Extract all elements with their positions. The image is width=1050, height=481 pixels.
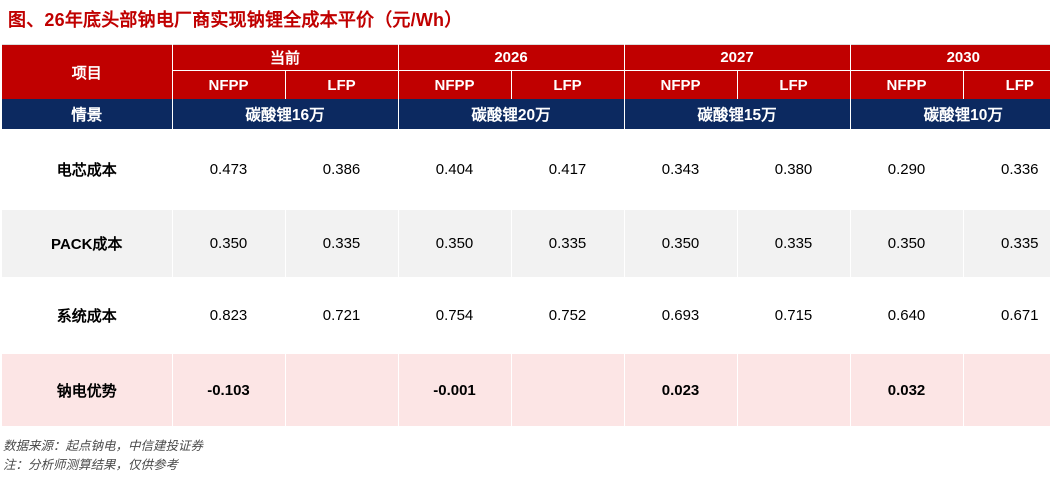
col-header-lfp-2030: LFP bbox=[962, 70, 1050, 99]
value-cell: 0.823 bbox=[171, 277, 285, 354]
col-header-lfp-current: LFP bbox=[284, 70, 399, 99]
col-header-nfpp-2026: NFPP bbox=[397, 70, 512, 99]
value-cell bbox=[284, 354, 399, 426]
scenario-2030: 碳酸锂10万 bbox=[849, 99, 1050, 129]
value-cell: 0.343 bbox=[623, 129, 738, 210]
value-cell: 0.335 bbox=[284, 210, 399, 277]
value-cell: 0.671 bbox=[962, 277, 1050, 354]
table-row-sodium-advantage: 钠电优势 -0.103 -0.001 0.023 0.032 bbox=[2, 354, 1050, 426]
table-row-pack-cost: PACK成本 0.350 0.335 0.350 0.335 0.350 0.3… bbox=[2, 210, 1050, 277]
col-group-current: 当前 bbox=[171, 44, 399, 71]
value-cell: 0.032 bbox=[849, 354, 964, 426]
value-cell: 0.350 bbox=[849, 210, 964, 277]
value-cell: 0.752 bbox=[510, 277, 625, 354]
value-cell: 0.693 bbox=[623, 277, 738, 354]
value-cell: 0.386 bbox=[284, 129, 399, 210]
value-cell: 0.290 bbox=[849, 129, 964, 210]
value-cell: 0.350 bbox=[171, 210, 285, 277]
col-group-2030: 2030 bbox=[849, 44, 1050, 71]
scenario-row: 情景 碳酸锂16万 碳酸锂20万 碳酸锂15万 碳酸锂10万 bbox=[2, 99, 1050, 129]
value-cell: 0.473 bbox=[171, 129, 285, 210]
value-cell: 0.335 bbox=[736, 210, 851, 277]
value-cell bbox=[510, 354, 625, 426]
col-group-2027: 2027 bbox=[623, 44, 851, 71]
value-cell: 0.023 bbox=[623, 354, 738, 426]
col-header-lfp-2026: LFP bbox=[510, 70, 625, 99]
col-header-nfpp-2030: NFPP bbox=[849, 70, 964, 99]
col-header-lfp-2027: LFP bbox=[736, 70, 851, 99]
scenario-row-header: 情景 bbox=[2, 99, 173, 129]
footnotes: 数据来源：起点钠电，中信建投证券 注：分析师测算结果，仅供参考 bbox=[3, 437, 203, 475]
table-row-cell-cost: 电芯成本 0.473 0.386 0.404 0.417 0.343 0.380… bbox=[2, 129, 1050, 210]
footnote-source: 数据来源：起点钠电，中信建投证券 bbox=[3, 439, 204, 453]
value-cell: 0.380 bbox=[736, 129, 851, 210]
row-label: PACK成本 bbox=[2, 210, 172, 277]
footnote-note: 注：分析师测算结果，仅供参考 bbox=[3, 458, 179, 472]
row-label: 钠电优势 bbox=[2, 354, 172, 426]
value-cell: 0.640 bbox=[849, 277, 964, 354]
col-header-item: 项目 bbox=[2, 44, 173, 99]
value-cell bbox=[736, 354, 851, 426]
value-cell: 0.336 bbox=[962, 129, 1050, 210]
table-header-row-tech: NFPP LFP NFPP LFP NFPP LFP NFPP LFP bbox=[2, 70, 1050, 99]
row-label: 系统成本 bbox=[2, 277, 172, 354]
row-label: 电芯成本 bbox=[2, 129, 172, 210]
table-row-system-cost: 系统成本 0.823 0.721 0.754 0.752 0.693 0.715… bbox=[2, 277, 1050, 354]
table-header-row-periods: 项目 当前 2026 2027 2030 bbox=[2, 44, 1050, 99]
value-cell: 0.350 bbox=[397, 210, 512, 277]
col-group-2026: 2026 bbox=[397, 44, 625, 71]
value-cell: 0.417 bbox=[510, 129, 625, 210]
scenario-2027: 碳酸锂15万 bbox=[623, 99, 851, 129]
value-cell: 0.350 bbox=[623, 210, 738, 277]
value-cell: 0.754 bbox=[397, 277, 512, 354]
value-cell: -0.103 bbox=[171, 354, 285, 426]
figure-title: 图、26年底头部钠电厂商实现钠锂全成本平价（元/Wh） bbox=[8, 10, 463, 30]
scenario-current: 碳酸锂16万 bbox=[171, 99, 399, 129]
value-cell: 0.721 bbox=[284, 277, 399, 354]
value-cell: -0.001 bbox=[397, 354, 512, 426]
value-cell: 0.404 bbox=[397, 129, 512, 210]
value-cell: 0.715 bbox=[736, 277, 851, 354]
cost-parity-table: 项目 当前 2026 2027 2030 NFPP LFP NFPP LFP N… bbox=[2, 44, 1050, 426]
col-header-nfpp-2027: NFPP bbox=[623, 70, 738, 99]
value-cell: 0.335 bbox=[962, 210, 1050, 277]
col-header-nfpp-current: NFPP bbox=[171, 70, 285, 99]
value-cell bbox=[962, 354, 1050, 426]
scenario-2026: 碳酸锂20万 bbox=[397, 99, 625, 129]
value-cell: 0.335 bbox=[510, 210, 625, 277]
